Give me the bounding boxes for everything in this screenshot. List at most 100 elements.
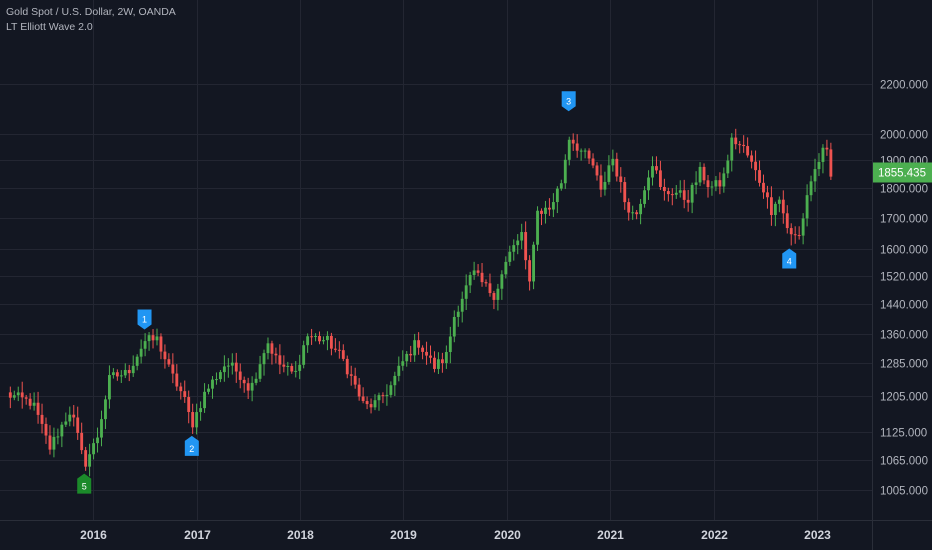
candle-body (627, 202, 631, 213)
candle (468, 271, 472, 294)
candle-body (310, 336, 314, 338)
candle-body (357, 384, 361, 397)
time-axis[interactable]: 2016 2017 2018 2019 2020 2021 2022 2023 (80, 528, 831, 542)
candle (191, 403, 195, 434)
candle (718, 172, 722, 195)
time-tick: 2021 (597, 528, 624, 542)
last-price-marker: 1855.435 (873, 162, 932, 183)
candle-body (92, 443, 95, 455)
candle (821, 144, 825, 174)
candle (345, 355, 349, 379)
candle-body (722, 173, 726, 187)
wave-number: 5 (82, 482, 87, 492)
candle-body (480, 272, 484, 283)
candle (627, 198, 631, 221)
candle (809, 175, 813, 202)
candle-body (639, 203, 643, 215)
wave-labels: 1 2 3 4 5 (77, 91, 797, 494)
wave-label-3[interactable]: 3 (561, 91, 576, 112)
candle (298, 354, 302, 380)
candle (151, 329, 155, 349)
candle (686, 189, 690, 212)
candle-body (452, 316, 456, 337)
price-tick: 1125.000 (880, 428, 927, 440)
candle-body (611, 158, 615, 166)
wave-number: 3 (566, 96, 571, 106)
candle (207, 384, 210, 395)
price-tick: 1205.000 (880, 392, 928, 404)
candle-body (222, 366, 226, 373)
candle (611, 149, 615, 172)
candle (254, 372, 258, 386)
candle (448, 326, 452, 364)
candle-body (651, 166, 654, 178)
price-tick: 1005.000 (880, 486, 928, 498)
candle-body (666, 191, 670, 195)
candles (8, 128, 833, 477)
candle (230, 353, 234, 375)
candle-body (429, 355, 432, 358)
candle (591, 153, 595, 169)
candle (516, 234, 520, 255)
candle (524, 221, 528, 270)
candle (88, 443, 92, 477)
wave-label-1[interactable]: 1 (137, 309, 152, 330)
candle-body (714, 180, 718, 187)
candle (536, 206, 539, 251)
candle-body (825, 147, 829, 150)
candle (107, 365, 111, 409)
candle-body (385, 394, 389, 397)
candle (361, 387, 365, 404)
candle-body (361, 396, 365, 402)
candle-body (643, 190, 646, 204)
candle (698, 162, 702, 187)
candle (56, 428, 60, 445)
candle-body (377, 395, 381, 401)
candle (504, 256, 508, 279)
candle (472, 261, 476, 280)
candle-body (793, 234, 797, 236)
candle-body (484, 282, 488, 284)
candle-body (155, 336, 159, 341)
candle (690, 182, 694, 214)
candle (131, 355, 135, 377)
candle-body (476, 270, 480, 273)
candle (766, 185, 769, 209)
candle-body (563, 159, 567, 184)
candle-body (191, 412, 195, 428)
indicator-name[interactable]: LT Elliott Wave 2.0 (6, 21, 93, 33)
candle (658, 160, 662, 191)
candle (607, 155, 611, 185)
candle-body (500, 274, 504, 289)
candle-body (821, 147, 825, 162)
candle-body (766, 192, 769, 198)
candle-body (647, 177, 650, 191)
candle (337, 341, 341, 359)
candle (714, 176, 718, 192)
candle-body (230, 362, 234, 366)
candle-body (551, 202, 555, 210)
candle-body (448, 336, 452, 353)
chart-title: Gold Spot / U.S. Dollar, 2W, OANDA (6, 6, 176, 18)
candle (551, 193, 555, 218)
wave-label-2[interactable]: 2 (184, 435, 199, 456)
candle-body (381, 395, 385, 397)
wave-marker (184, 435, 199, 456)
candle (139, 339, 143, 364)
candle-body (60, 424, 64, 437)
candle-body (567, 139, 571, 160)
wave-label-4[interactable]: 4 (782, 248, 797, 269)
candle-body (24, 397, 28, 399)
candle-body (698, 166, 702, 183)
candle (393, 371, 397, 396)
candle (460, 291, 464, 323)
candle (270, 340, 274, 365)
wave-label-5[interactable]: 5 (77, 473, 92, 494)
candle-body (250, 382, 254, 391)
candle-body (773, 203, 777, 216)
candle (647, 170, 650, 200)
candle-body (440, 359, 444, 364)
candle (68, 406, 72, 427)
